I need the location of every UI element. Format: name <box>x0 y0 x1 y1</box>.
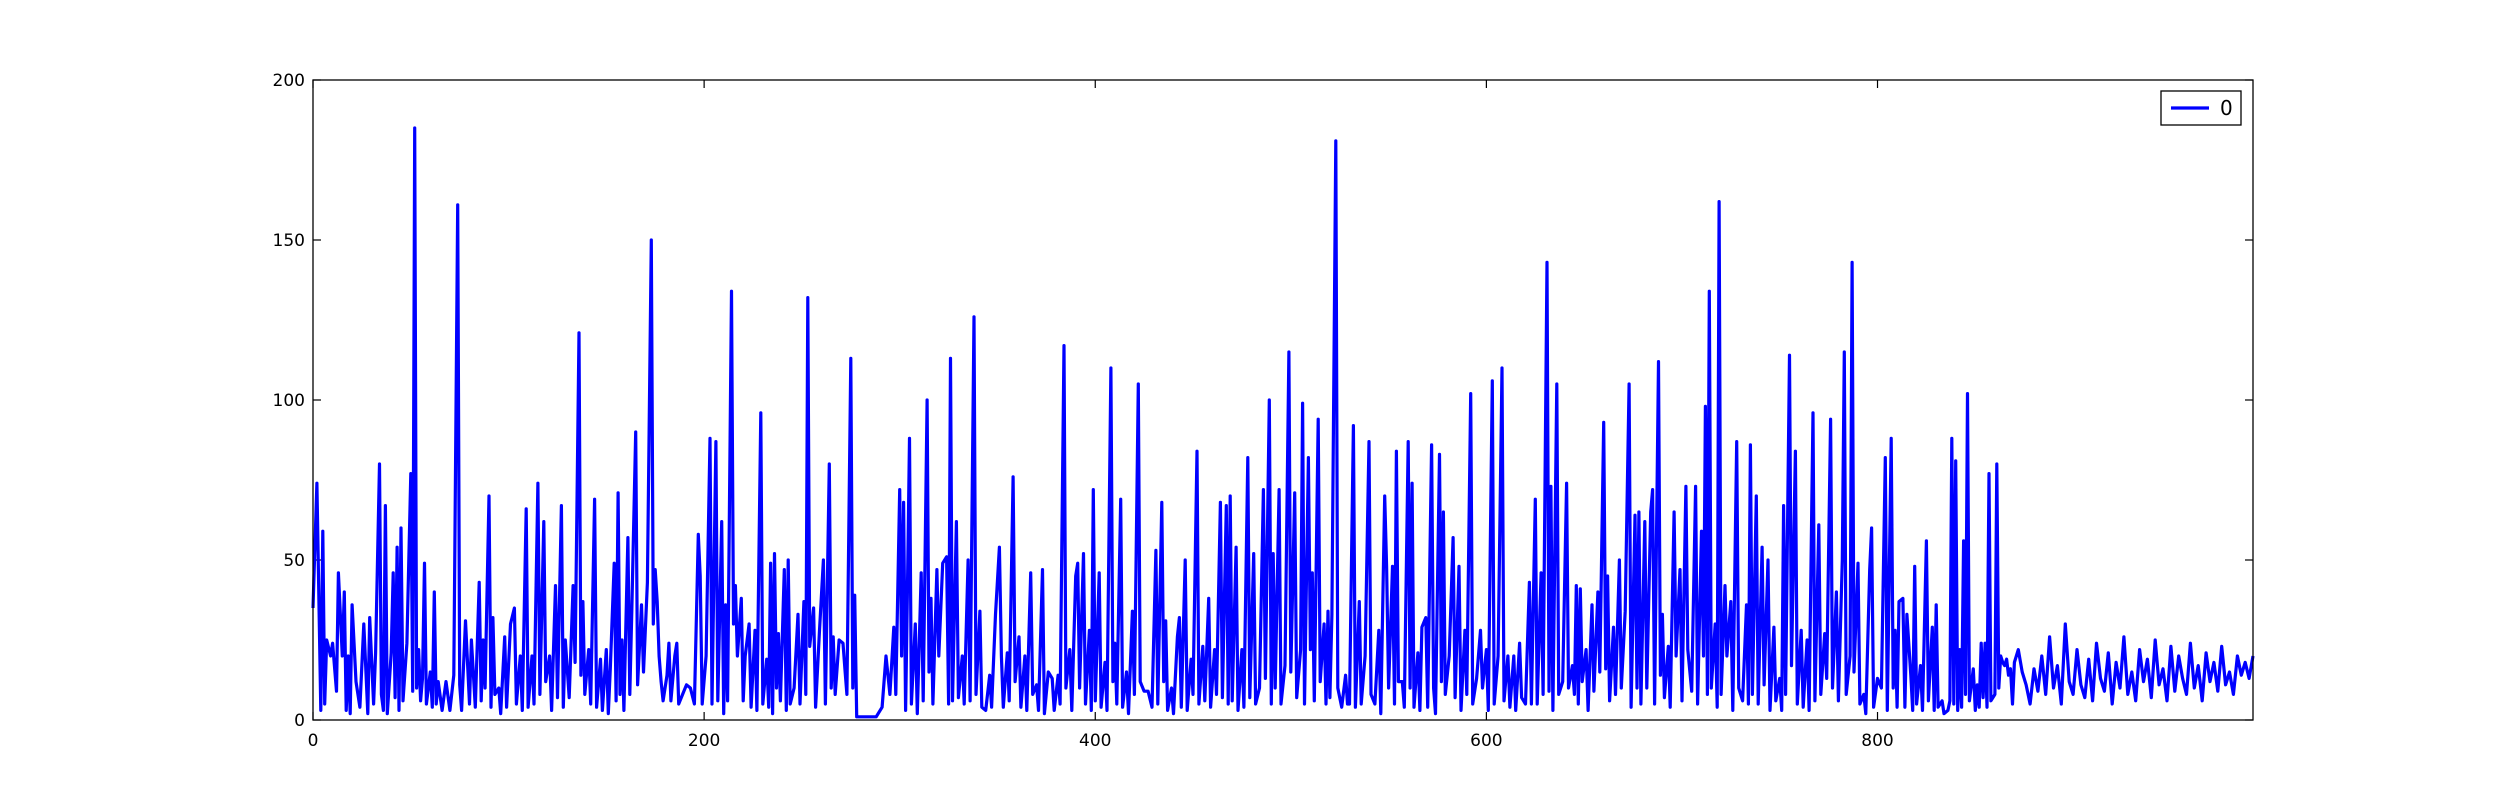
legend: 0 <box>2160 90 2242 126</box>
x-tick-label: 0 <box>308 731 319 751</box>
x-tick-label: 800 <box>1861 731 1893 751</box>
y-tick-label: 100 <box>273 391 305 411</box>
y-tick-label: 150 <box>273 231 305 251</box>
x-tick-label: 200 <box>688 731 720 751</box>
tick-labels: 0 200 400 600 800 0 50 100 150 200 <box>273 71 1894 751</box>
plot-frame <box>312 79 2254 721</box>
y-tick-label: 50 <box>283 551 305 571</box>
y-tick-label: 0 <box>294 711 305 731</box>
series-line-0 <box>311 126 2255 719</box>
legend-label: 0 <box>2220 96 2233 120</box>
x-tick-label: 400 <box>1079 731 1111 751</box>
x-tick-label: 600 <box>1470 731 1502 751</box>
y-tick-label: 200 <box>273 71 305 91</box>
